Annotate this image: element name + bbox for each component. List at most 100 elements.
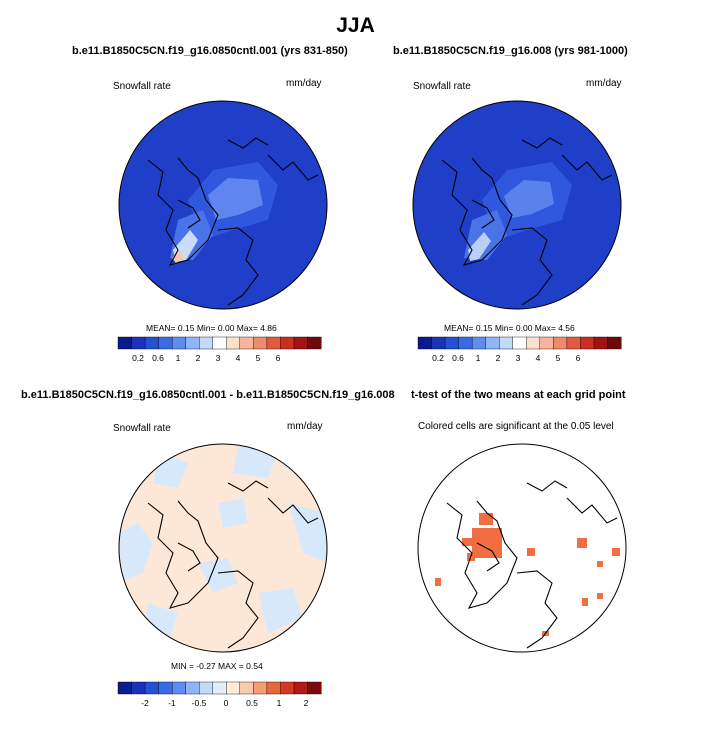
colorbar-2-swatch bbox=[444, 336, 460, 350]
colorbar-1-swatch bbox=[171, 336, 187, 350]
colorbar-2-swatch bbox=[593, 336, 608, 350]
panel1-band-mid bbox=[208, 178, 263, 220]
colorbar-2-tick-label: 0.2 bbox=[432, 353, 444, 363]
colorbar-3 bbox=[117, 681, 322, 695]
colorbar-1 bbox=[117, 336, 322, 350]
colorbar-3-swatch bbox=[266, 681, 281, 695]
panel3-coastlines bbox=[147, 480, 319, 649]
colorbar-2-tick-label: 3 bbox=[515, 353, 521, 363]
colorbar-3-tick-label: -0.5 bbox=[191, 698, 207, 708]
colorbar-1-swatch bbox=[212, 336, 227, 350]
figure-title: JJA bbox=[336, 14, 375, 37]
colorbar-3-swatch bbox=[253, 681, 268, 695]
panel1-coastlines bbox=[147, 137, 319, 306]
colorbar-1-swatch bbox=[266, 336, 281, 350]
colorbar-2-tick-label: 4 bbox=[535, 353, 541, 363]
colorbar-3-swatch bbox=[212, 681, 227, 695]
colorbar-3-tick-label: 1 bbox=[276, 698, 282, 708]
panel4-background bbox=[418, 444, 626, 652]
colorbar-3-swatch bbox=[117, 681, 133, 695]
colorbar-2-swatch bbox=[580, 336, 595, 350]
colorbar-2-swatch bbox=[607, 336, 622, 350]
colorbar-2-swatch bbox=[553, 336, 568, 350]
panel3-max-value: 0.54 bbox=[246, 661, 263, 671]
panel2-greenland-peak bbox=[468, 232, 491, 261]
panel4-polar-map bbox=[417, 443, 627, 653]
colorbar-2-tick-label: 0.6 bbox=[452, 353, 464, 363]
colorbar-2-swatch bbox=[566, 336, 581, 350]
panel3-units-label: mm/day bbox=[287, 421, 323, 432]
panel2-left-label: Snowfall rate bbox=[413, 81, 471, 92]
colorbar-1-tick-label: 2 bbox=[195, 353, 201, 363]
panel1-max-label: Max= bbox=[236, 323, 258, 333]
colorbar-1-tick-label: 5 bbox=[255, 353, 261, 363]
panel2-units-label: mm/day bbox=[586, 78, 622, 89]
colorbar-1-swatch bbox=[117, 336, 133, 350]
colorbar-3-swatch bbox=[239, 681, 254, 695]
colorbar-3-swatch bbox=[144, 681, 160, 695]
panel3-polar-map bbox=[118, 443, 328, 653]
panel1-units-label: mm/day bbox=[286, 78, 322, 89]
colorbar-2-tick-label: 1 bbox=[475, 353, 481, 363]
colorbar-3-swatch bbox=[171, 681, 187, 695]
colorbar-2-tick-label: 2 bbox=[495, 353, 501, 363]
panel2-mean-label: MEAN= bbox=[444, 323, 474, 333]
colorbar-2-tick-label: 5 bbox=[555, 353, 561, 363]
panel1-mean-value: 0.15 bbox=[177, 323, 195, 333]
colorbar-3-swatch bbox=[185, 681, 200, 695]
colorbar-2 bbox=[417, 336, 622, 350]
panel3-title: b.e11.B1850C5CN.f19_g16.0850cntl.001 - b… bbox=[21, 389, 395, 401]
panel2-mean-value: 0.15 bbox=[475, 323, 493, 333]
panel1-polar-map bbox=[118, 100, 328, 310]
panel3-max-label: MAX = bbox=[218, 661, 244, 671]
colorbar-2-tick-label: 6 bbox=[575, 353, 581, 363]
panel4-title: t-test of the two means at each grid poi… bbox=[410, 389, 626, 401]
colorbar-1-tick-label: 6 bbox=[275, 353, 281, 363]
colorbar-3-swatch bbox=[198, 681, 214, 695]
panel1-stats: MEAN= 0.15 Min= 0.00 Max= 4.86 bbox=[146, 323, 277, 333]
panel3-stats: MIN = -0.27 MAX = 0.54 bbox=[171, 661, 263, 671]
panel1-min-label: Min= bbox=[196, 323, 216, 333]
panel2-max-value: 4.56 bbox=[558, 323, 575, 333]
colorbar-3-tick-label: -1 bbox=[168, 698, 176, 708]
colorbar-1-swatch bbox=[293, 336, 308, 350]
colorbar-2-swatch bbox=[512, 336, 527, 350]
colorbar-1-swatch bbox=[198, 336, 214, 350]
colorbar-3-swatch bbox=[131, 681, 146, 695]
colorbar-2-swatch bbox=[431, 336, 446, 350]
colorbar-2-swatch bbox=[458, 336, 473, 350]
panel2-min-value: 0.00 bbox=[515, 323, 533, 333]
colorbar-2-swatch bbox=[526, 336, 541, 350]
colorbar-1-swatch bbox=[131, 336, 146, 350]
colorbar-3-tick-label: 0.5 bbox=[246, 698, 258, 708]
colorbar-1-swatch bbox=[158, 336, 173, 350]
panel1-max-value: 4.86 bbox=[260, 323, 277, 333]
colorbar-2-swatch bbox=[471, 336, 487, 350]
colorbar-3-tick-label: 2 bbox=[303, 698, 309, 708]
panel1-min-value: 0.00 bbox=[217, 323, 235, 333]
panel1-max-cell bbox=[172, 250, 184, 263]
colorbar-3-tick-label: 0 bbox=[223, 698, 229, 708]
panel2-title: b.e11.B1850C5CN.f19_g16.008 (yrs 981-100… bbox=[393, 45, 628, 57]
panel4-coastlines bbox=[446, 480, 618, 649]
colorbar-3-swatch bbox=[158, 681, 173, 695]
colorbar-1-tick-label: 0.6 bbox=[152, 353, 164, 363]
colorbar-1-swatch bbox=[280, 336, 295, 350]
panel2-polar-map bbox=[412, 100, 622, 310]
panel4-subtitle: Colored cells are significant at the 0.0… bbox=[418, 421, 614, 432]
panel3-negative-patches bbox=[119, 444, 327, 643]
panel2-max-label: Max= bbox=[534, 323, 556, 333]
colorbar-2-swatch bbox=[498, 336, 514, 350]
panel1-title: b.e11.B1850C5CN.f19_g16.0850cntl.001 (yr… bbox=[72, 45, 348, 57]
panel2-coastlines bbox=[441, 137, 613, 306]
panel2-band-mid bbox=[504, 180, 554, 218]
colorbar-1-swatch bbox=[239, 336, 254, 350]
colorbar-2-swatch bbox=[417, 336, 433, 350]
panel2-min-label: Min= bbox=[494, 323, 514, 333]
panel3-left-label: Snowfall rate bbox=[113, 423, 171, 434]
colorbar-3-swatch bbox=[307, 681, 322, 695]
colorbar-1-swatch bbox=[226, 336, 241, 350]
panel1-left-label: Snowfall rate bbox=[113, 81, 171, 92]
panel3-min-value: -0.27 bbox=[196, 661, 216, 671]
colorbar-3-swatch bbox=[280, 681, 295, 695]
